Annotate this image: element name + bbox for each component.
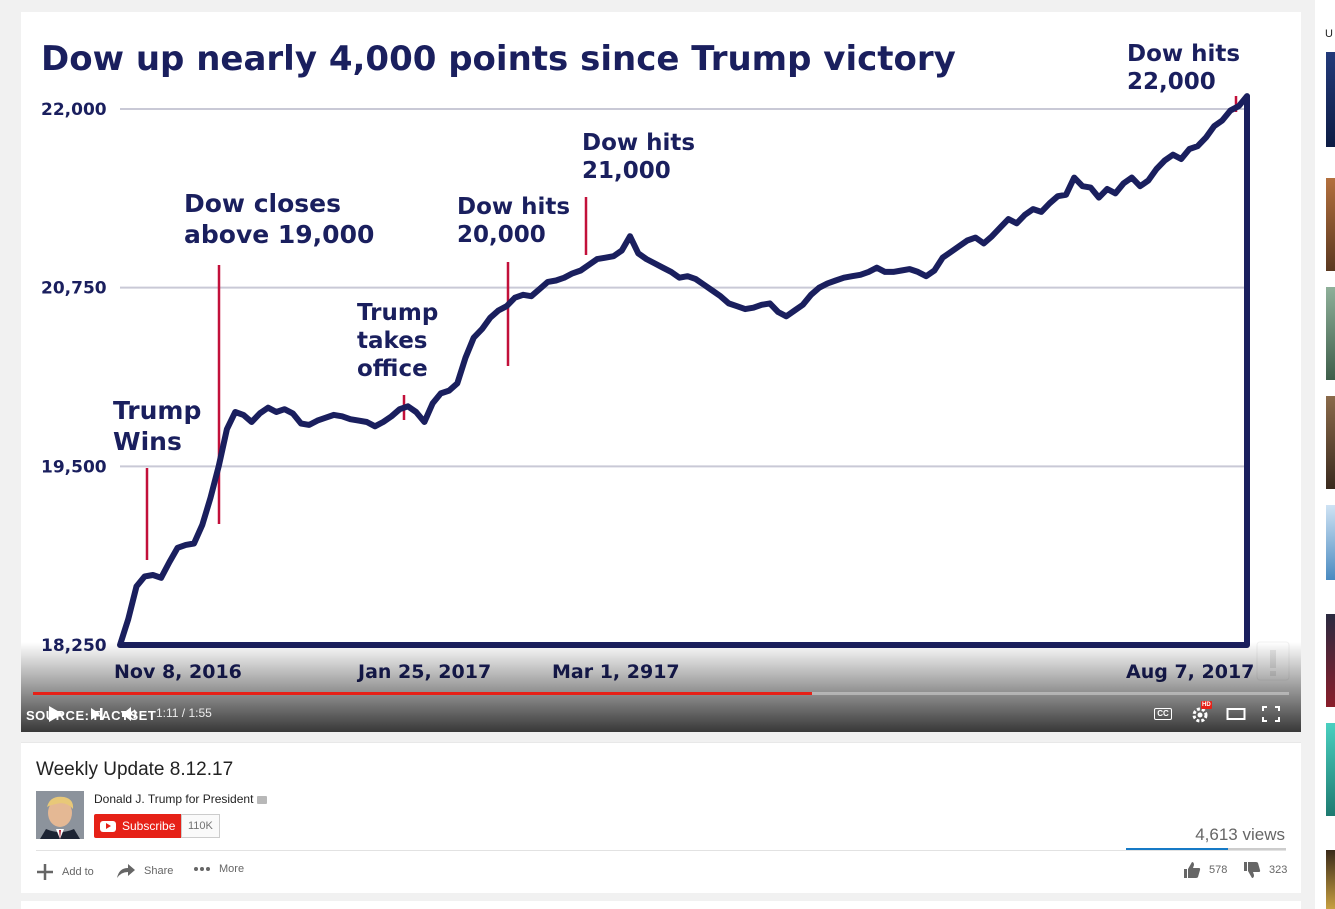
hd-badge: HD <box>1201 701 1212 709</box>
related-thumb-7[interactable] <box>1326 723 1335 816</box>
play-button[interactable] <box>45 702 67 726</box>
play-icon <box>49 706 63 722</box>
video-title: Weekly Update 8.12.17 <box>36 759 234 780</box>
channel-name-row[interactable]: Donald J. Trump for President <box>94 792 268 806</box>
controls-gradient <box>21 642 1301 732</box>
dislike-button[interactable]: 323 <box>1243 861 1287 879</box>
share-icon <box>117 864 135 878</box>
channel-name[interactable]: Donald J. Trump for President <box>94 792 254 806</box>
event-annotation: Dow hits 20,000 <box>457 194 570 248</box>
add-to-label: Add to <box>62 866 94 878</box>
subscribe-button[interactable]: Subscribe <box>94 814 184 838</box>
progress-played <box>33 692 812 695</box>
dow-series-line <box>117 93 1250 648</box>
y-tick-label: 22,000 <box>41 100 107 120</box>
chart-grid <box>120 108 1247 468</box>
like-ratio-bar <box>1126 848 1286 850</box>
dislike-count: 323 <box>1269 864 1288 876</box>
chart-title: Dow up nearly 4,000 points since Trump v… <box>41 39 956 79</box>
event-annotation: Trump Wins <box>113 396 201 456</box>
cc-icon: CC <box>1154 708 1172 720</box>
captions-button[interactable]: CC <box>1153 702 1173 726</box>
like-button[interactable]: 578 <box>1183 861 1227 879</box>
share-label: Share <box>144 865 174 877</box>
channel-avatar[interactable] <box>36 791 84 839</box>
up-next-label: U <box>1325 28 1333 40</box>
next-icon <box>91 708 103 720</box>
progress-bar[interactable] <box>33 692 1289 695</box>
add-to-button[interactable]: Add to <box>36 863 94 881</box>
related-thumb-3[interactable] <box>1326 287 1335 380</box>
player-controls: SOURCE: FACTSET 1:11 / 1:55 CC HD <box>21 701 1301 728</box>
like-count: 578 <box>1209 864 1228 876</box>
time-display: 1:11 / 1:55 <box>156 706 212 720</box>
event-annotation: Dow hits 21,000 <box>582 130 695 184</box>
subscribe-label: Subscribe <box>122 819 176 833</box>
event-annotation: Dow closes above 19,000 <box>184 189 374 249</box>
next-button[interactable] <box>86 702 108 726</box>
theater-mode-button[interactable] <box>1224 702 1248 726</box>
y-tick-label: 20,750 <box>41 279 107 299</box>
volume-icon <box>122 707 137 721</box>
related-thumb-2[interactable] <box>1326 178 1335 271</box>
related-sidebar: U <box>1315 0 1335 909</box>
related-thumb-4[interactable] <box>1326 396 1335 489</box>
video-info-panel: Weekly Update 8.12.17 Donald J. Trump fo… <box>21 742 1301 893</box>
event-markers <box>145 96 1238 560</box>
volume-button[interactable] <box>119 702 143 726</box>
fullscreen-button[interactable] <box>1259 702 1283 726</box>
thumbs-up-icon <box>1184 862 1201 878</box>
settings-button[interactable]: HD <box>1189 701 1213 726</box>
related-thumb-5[interactable] <box>1326 505 1335 580</box>
video-player[interactable]: Dow up nearly 4,000 points since Trump v… <box>21 12 1301 732</box>
dow-chart: Dow up nearly 4,000 points since Trump v… <box>41 39 1290 683</box>
like-ratio-fill <box>1126 848 1229 850</box>
related-thumb-6[interactable] <box>1326 614 1335 707</box>
plus-icon <box>37 864 53 880</box>
info-divider <box>36 850 1286 851</box>
fullscreen-icon <box>1262 706 1280 722</box>
y-tick-label: 19,500 <box>41 457 107 477</box>
theater-icon <box>1226 708 1246 720</box>
next-card-edge <box>21 901 1301 909</box>
gear-icon <box>1192 707 1208 723</box>
share-button[interactable]: Share <box>116 863 173 879</box>
youtube-logo-icon <box>100 820 116 832</box>
avatar-image <box>36 791 84 839</box>
related-thumb-8[interactable] <box>1326 850 1335 909</box>
event-annotation: Dow hits 22,000 <box>1127 41 1240 95</box>
subscriber-count: 110K <box>181 814 220 838</box>
thumbs-down-icon <box>1244 862 1261 878</box>
more-dots-icon <box>194 867 210 871</box>
time-current: 1:11 <box>156 706 179 720</box>
related-thumb-1[interactable] <box>1326 52 1335 147</box>
time-total: 1:55 <box>188 706 212 720</box>
more-label: More <box>219 863 245 875</box>
event-annotation: Trump takes office <box>357 300 438 382</box>
event-annotations: Trump Wins Dow closes above 19,000 Trump take… <box>113 41 1240 456</box>
verified-icon <box>257 795 268 804</box>
more-button[interactable]: More <box>193 863 244 875</box>
view-count: 4,613 views <box>1195 825 1285 844</box>
